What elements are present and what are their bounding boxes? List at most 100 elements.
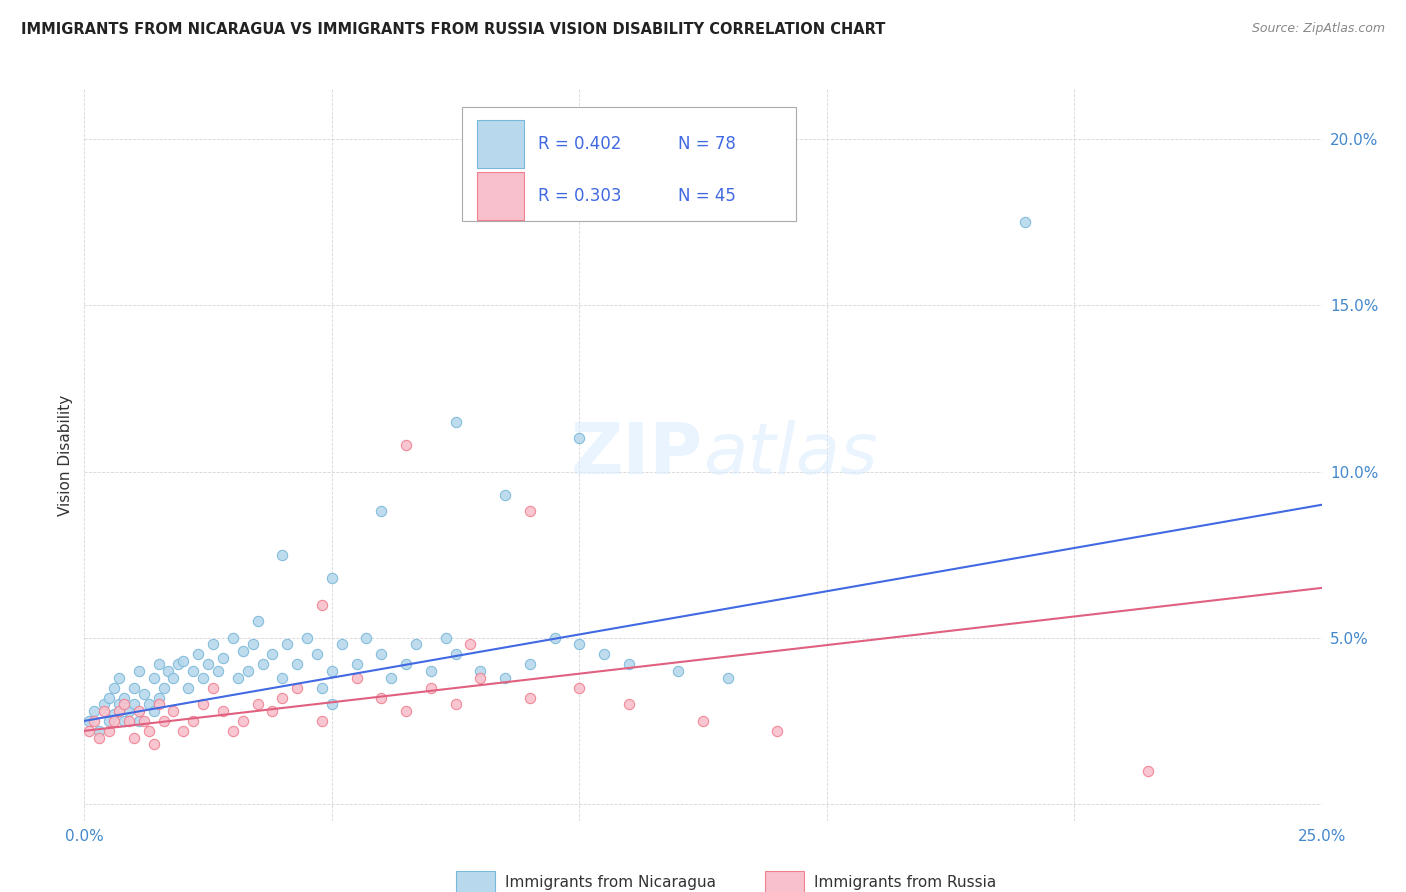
- Point: [321, 571, 343, 585]
- Point: [167, 657, 190, 672]
- Point: [568, 637, 591, 651]
- Point: [181, 714, 204, 728]
- Point: [103, 714, 125, 728]
- Text: N = 45: N = 45: [678, 187, 737, 205]
- Point: [568, 431, 591, 445]
- Point: [311, 598, 333, 612]
- Point: [142, 671, 165, 685]
- Point: [262, 648, 284, 662]
- Point: [79, 714, 101, 728]
- Point: [152, 681, 174, 695]
- Point: [112, 714, 135, 728]
- Point: [311, 714, 333, 728]
- Point: [232, 714, 254, 728]
- Point: [370, 690, 392, 705]
- Point: [692, 714, 714, 728]
- Point: [142, 737, 165, 751]
- Point: [444, 648, 467, 662]
- Point: [108, 698, 131, 712]
- Point: [103, 681, 125, 695]
- Point: [434, 631, 457, 645]
- Point: [766, 723, 789, 738]
- Point: [172, 723, 194, 738]
- Point: [98, 690, 121, 705]
- Point: [419, 681, 441, 695]
- Text: Source: ZipAtlas.com: Source: ZipAtlas.com: [1251, 22, 1385, 36]
- Point: [89, 731, 111, 745]
- Point: [148, 657, 170, 672]
- Point: [276, 637, 298, 651]
- Point: [271, 548, 294, 562]
- Point: [519, 504, 541, 518]
- Point: [162, 704, 184, 718]
- Point: [93, 704, 115, 718]
- Point: [1014, 215, 1036, 229]
- Y-axis label: Vision Disability: Vision Disability: [58, 394, 73, 516]
- Point: [132, 687, 155, 701]
- Point: [138, 698, 160, 712]
- Point: [103, 707, 125, 722]
- Point: [212, 704, 235, 718]
- Point: [128, 664, 150, 678]
- Point: [98, 723, 121, 738]
- Point: [311, 681, 333, 695]
- Point: [246, 698, 269, 712]
- FancyBboxPatch shape: [477, 120, 523, 168]
- Point: [460, 637, 482, 651]
- Point: [617, 657, 640, 672]
- Point: [162, 671, 184, 685]
- Point: [83, 704, 105, 718]
- Point: [128, 704, 150, 718]
- Point: [132, 714, 155, 728]
- Point: [271, 690, 294, 705]
- Point: [108, 704, 131, 718]
- Point: [232, 644, 254, 658]
- Point: [242, 637, 264, 651]
- Point: [202, 681, 225, 695]
- Point: [202, 637, 225, 651]
- Point: [207, 664, 229, 678]
- Point: [395, 657, 418, 672]
- Point: [470, 664, 492, 678]
- Point: [405, 637, 427, 651]
- Point: [118, 714, 141, 728]
- Text: R = 0.402: R = 0.402: [538, 135, 621, 153]
- Point: [128, 714, 150, 728]
- Point: [305, 648, 328, 662]
- Point: [148, 690, 170, 705]
- Point: [346, 657, 368, 672]
- Point: [138, 723, 160, 738]
- Point: [246, 614, 269, 628]
- FancyBboxPatch shape: [461, 108, 796, 221]
- Point: [295, 631, 318, 645]
- Point: [118, 704, 141, 718]
- Text: IMMIGRANTS FROM NICARAGUA VS IMMIGRANTS FROM RUSSIA VISION DISABILITY CORRELATIO: IMMIGRANTS FROM NICARAGUA VS IMMIGRANTS …: [21, 22, 886, 37]
- Text: Immigrants from Nicaragua: Immigrants from Nicaragua: [505, 875, 716, 890]
- Point: [226, 671, 249, 685]
- Point: [543, 631, 565, 645]
- Text: R = 0.303: R = 0.303: [538, 187, 621, 205]
- Point: [222, 631, 245, 645]
- Point: [142, 704, 165, 718]
- Point: [148, 698, 170, 712]
- Point: [519, 690, 541, 705]
- FancyBboxPatch shape: [456, 871, 495, 892]
- Point: [108, 671, 131, 685]
- Point: [236, 664, 259, 678]
- Point: [444, 698, 467, 712]
- Point: [346, 671, 368, 685]
- Point: [187, 648, 209, 662]
- Point: [494, 671, 516, 685]
- Point: [112, 698, 135, 712]
- Point: [89, 723, 111, 738]
- Point: [122, 698, 145, 712]
- Point: [177, 681, 200, 695]
- Point: [262, 704, 284, 718]
- Point: [356, 631, 378, 645]
- Point: [212, 650, 235, 665]
- FancyBboxPatch shape: [477, 172, 523, 219]
- Point: [370, 504, 392, 518]
- FancyBboxPatch shape: [765, 871, 804, 892]
- Point: [222, 723, 245, 738]
- Point: [181, 664, 204, 678]
